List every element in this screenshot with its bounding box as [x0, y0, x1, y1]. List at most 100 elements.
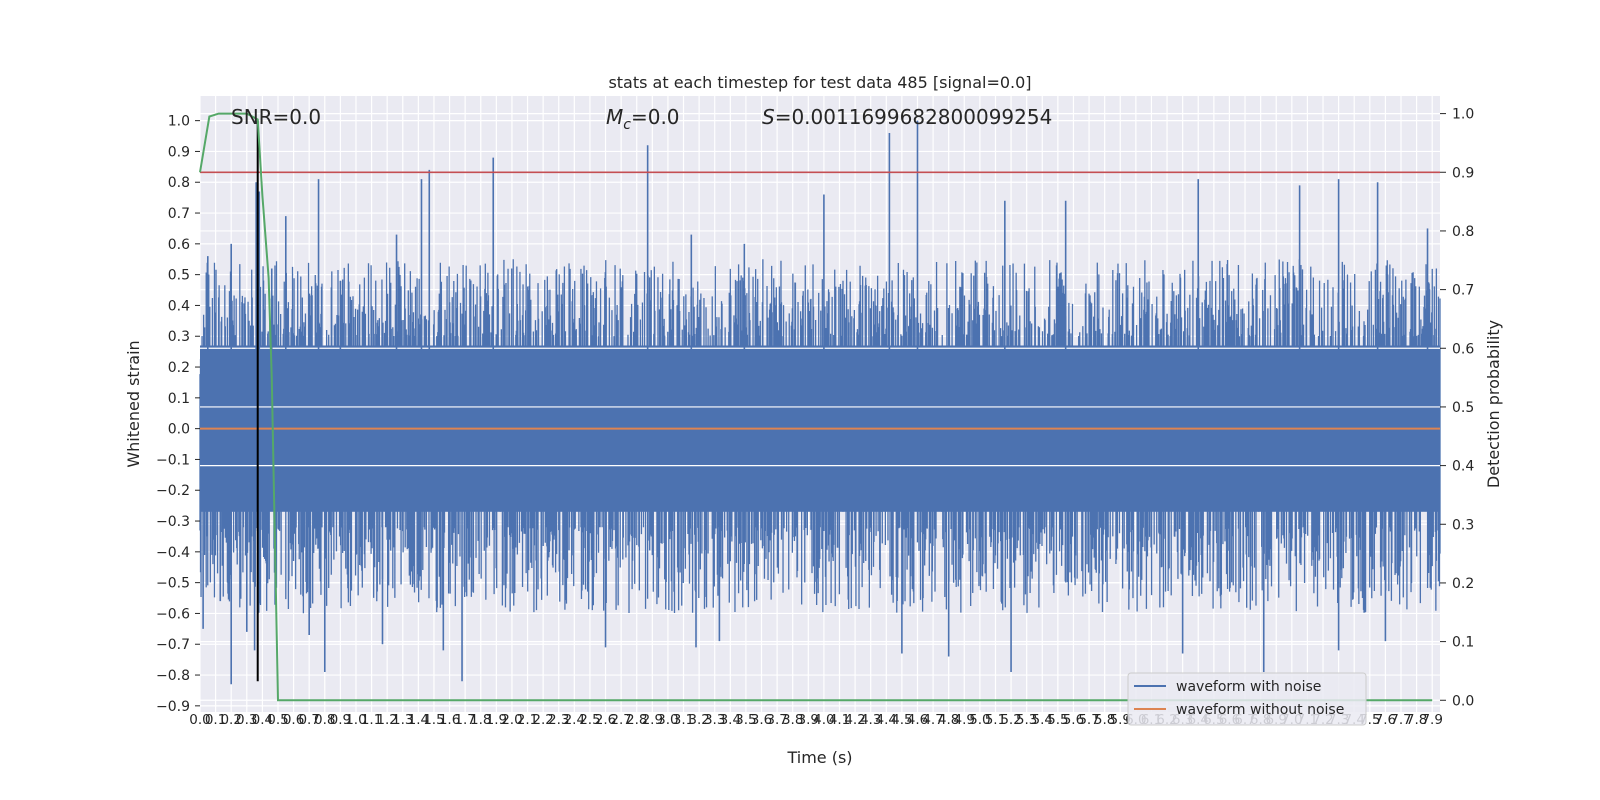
chart-title: stats at each timestep for test data 485… [608, 73, 1031, 92]
x-tick-label: 3.9 [798, 712, 819, 728]
x-tick-label: 2.7 [610, 712, 631, 728]
x-tick-label: 0.1 [205, 712, 226, 728]
x-tick-label: 1.4 [408, 712, 429, 728]
x-tick-label: 4.6 [907, 712, 928, 728]
y-tick-label: −0.5 [156, 576, 190, 592]
x-tick-label: 4.5 [891, 712, 912, 728]
x-tick-label: 1.6 [439, 712, 460, 728]
y-tick-label: 0.0 [168, 422, 190, 438]
x-tick-label: 5.5 [1047, 712, 1068, 728]
x-tick-label: 2.5 [579, 712, 600, 728]
detection-probability-line [199, 112, 1433, 702]
legend-label-clean: waveform without noise [1176, 702, 1344, 718]
y-tick-label: 0.6 [168, 237, 190, 253]
x-tick-label: 7.6 [1375, 712, 1396, 728]
y-tick-label: 0.4 [168, 298, 190, 314]
x-tick-label: 5.2 [1000, 712, 1021, 728]
x-tick-label: 1.9 [486, 712, 507, 728]
chirp-mass-annotation: Mc=0.0 [606, 105, 680, 133]
x-tick-label: 2.9 [642, 712, 663, 728]
x-tick-label: 1.5 [423, 712, 444, 728]
x-tick-label: 4.7 [922, 712, 943, 728]
x-tick-label: 2.6 [595, 712, 616, 728]
x-tick-label: 3.0 [657, 712, 678, 728]
y-tick-label: −0.8 [156, 668, 190, 684]
x-tick-label: 3.3 [704, 712, 725, 728]
x-tick-label: 0.8 [314, 712, 335, 728]
y2-tick-label: 0.4 [1452, 459, 1474, 475]
y-tick-label: 1.0 [168, 114, 190, 130]
x-tick-label: 3.7 [766, 712, 787, 728]
x-tick-label: 5.6 [1063, 712, 1084, 728]
x-tick-label: 4.8 [938, 712, 959, 728]
x-tick-label: 0.6 [283, 712, 304, 728]
y2-tick-label: 0.3 [1452, 517, 1474, 533]
x-tick-label: 0.0 [189, 712, 210, 728]
y-tick-label: −0.4 [156, 545, 190, 561]
x-tick-label: 0.3 [236, 712, 257, 728]
y2-tick-label: 0.7 [1452, 283, 1474, 299]
y-tick-labels: 1.0 0.9 0.8 0.7 0.6 0.5 0.4 0.3 0.2 0.1 0.0 −0.1 −0.… [156, 114, 200, 715]
x-tick-label: 1.0 [345, 712, 366, 728]
x-tick-label: 0.2 [220, 712, 241, 728]
x-tick-label: 0.7 [298, 712, 319, 728]
x-tick-label: 0.5 [267, 712, 288, 728]
y-axis-label: Whitened strain [124, 340, 143, 467]
y-tick-label: −0.1 [156, 452, 190, 468]
legend-box [1127, 672, 1367, 726]
snr-annotation: SNR=0.0 [231, 105, 321, 129]
legend: waveform with noise waveform without noi… [1127, 672, 1367, 726]
x-tick-label: 2.1 [517, 712, 538, 728]
x-tick-label: 1.2 [376, 712, 397, 728]
y-tick-label: 0.7 [168, 206, 190, 222]
x-tick-label: 3.2 [688, 712, 709, 728]
y2-tick-labels: 1.0 0.9 0.8 0.7 0.6 0.5 0.4 0.3 0.2 0.1 0.0 [1440, 107, 1474, 709]
x-tick-label: 5.4 [1032, 712, 1053, 728]
x-tick-label: 3.1 [673, 712, 694, 728]
x-tick-label: 4.2 [844, 712, 865, 728]
x-tick-label: 5.0 [969, 712, 990, 728]
y-tick-label: −0.9 [156, 699, 190, 715]
y-tick-label: 0.1 [168, 391, 190, 407]
x-tick-label: 5.8 [1094, 712, 1115, 728]
x-tick-label: 4.1 [829, 712, 850, 728]
y2-tick-label: 1.0 [1452, 107, 1474, 123]
x-tick-label: 2.3 [548, 712, 569, 728]
x-tick-label: 3.5 [735, 712, 756, 728]
x-tick-label: 7.8 [1406, 712, 1427, 728]
x-tick-label: 0.4 [252, 712, 273, 728]
x-tick-label: 3.4 [720, 712, 741, 728]
x-tick-label: 1.8 [470, 712, 491, 728]
y-tick-label: 0.3 [168, 329, 190, 345]
score-annotation: S=0.0011699682800099254 [762, 105, 1052, 129]
x-tick-label: 3.6 [751, 712, 772, 728]
x-tick-label: 7.9 [1421, 712, 1442, 728]
x-tick-label: 0.9 [330, 712, 351, 728]
y2-tick-label: 0.6 [1452, 341, 1474, 357]
x-axis-label: Time (s) [786, 748, 852, 767]
x-tick-label: 5.9 [1110, 712, 1131, 728]
x-tick-label: 1.1 [361, 712, 382, 728]
x-tick-label: 7.7 [1390, 712, 1411, 728]
y-tick-label: 0.2 [168, 360, 190, 376]
x-tick-label: 1.7 [454, 712, 475, 728]
x-tick-label: 4.3 [860, 712, 881, 728]
y2-tick-label: 0.1 [1452, 635, 1474, 651]
x-tick-label: 2.2 [532, 712, 553, 728]
y-tick-label: −0.2 [156, 483, 190, 499]
y-tick-label: −0.7 [156, 637, 190, 653]
y2-tick-label: 0.8 [1452, 224, 1474, 240]
y-tick-label: 0.5 [168, 268, 190, 284]
y2-axis-label: Detection probability [1484, 320, 1503, 488]
y-tick-label: −0.3 [156, 514, 190, 530]
y-tick-label: 0.8 [168, 175, 190, 191]
legend-label-noise: waveform with noise [1176, 679, 1321, 695]
x-tick-label: 2.8 [626, 712, 647, 728]
x-tick-label: 2.4 [564, 712, 585, 728]
y-tick-label: 0.9 [168, 144, 190, 160]
y2-tick-label: 0.5 [1452, 400, 1474, 416]
x-tick-label: 2.0 [501, 712, 522, 728]
x-tick-label: 5.7 [1078, 712, 1099, 728]
y2-tick-label: 0.0 [1452, 693, 1474, 709]
x-tick-label: 5.1 [985, 712, 1006, 728]
